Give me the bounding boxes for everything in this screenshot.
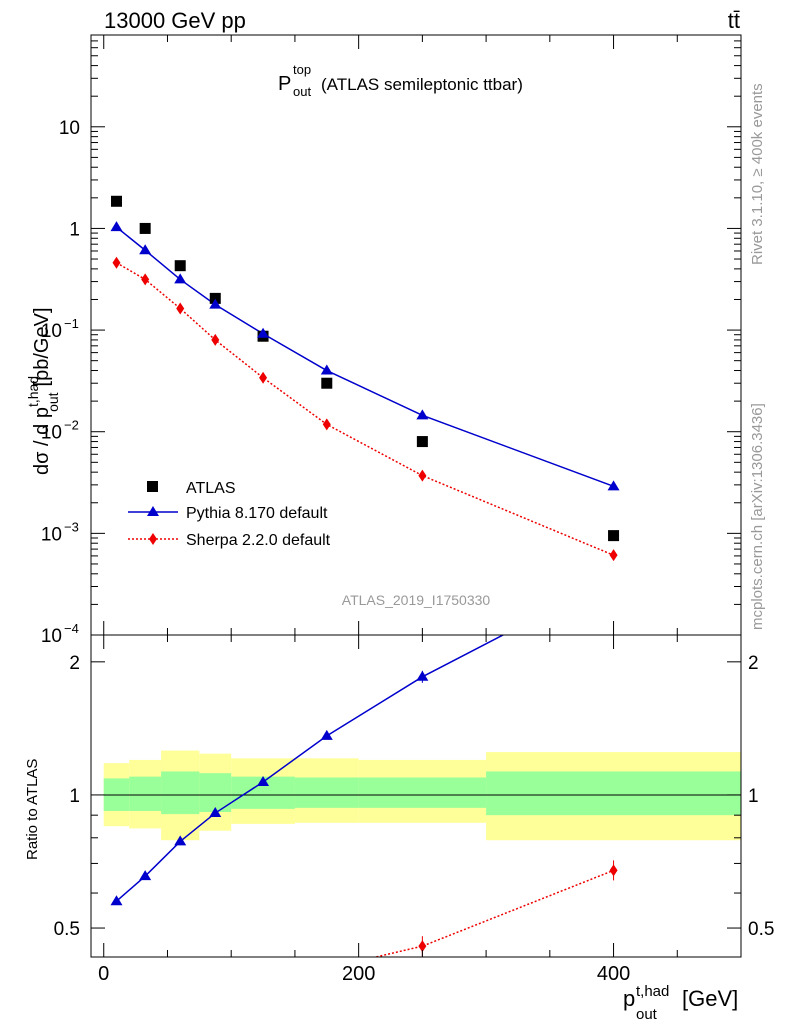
y-tick-label-ratio-right: 2: [748, 653, 759, 674]
pythia-ratio-point: [174, 835, 187, 846]
y-axis-label-main: dσ / d pt,had out [pb/GeV]: [25, 308, 61, 476]
sherpa-point: [211, 333, 220, 346]
pythia-ratio-point: [320, 729, 333, 740]
atlas-point: [321, 377, 333, 389]
legend-entry-atlas: ATLAS: [147, 480, 236, 497]
x-label-sup: t,had: [636, 983, 669, 1000]
sherpa-ratio-point: [418, 940, 427, 953]
sherpa-point: [322, 418, 331, 431]
x-label-p: p: [623, 986, 635, 1011]
y-tick-label-ratio-right: 0.5: [748, 919, 774, 940]
pythia-ratio-point: [209, 807, 222, 818]
pythia-point: [320, 364, 333, 375]
title-p: P: [278, 73, 291, 95]
y-tick-label-exp: −2: [64, 418, 79, 433]
x-tick-label: 400: [597, 963, 630, 985]
y-tick-label-main: 10: [41, 626, 62, 647]
title-rest: (ATLAS semileptonic ttbar): [321, 75, 523, 94]
y-label-suffix: [pb/GeV]: [31, 308, 53, 387]
legend: ATLAS Pythia 8.170 default Sherpa 2.2.0 …: [128, 480, 331, 549]
x-tick-label: 200: [342, 963, 375, 985]
y-tick-label-exp: −4: [64, 621, 79, 636]
uncertainty-band-inner: [161, 771, 200, 815]
pythia-ratio-point: [257, 775, 270, 786]
legend-entry-pythia: Pythia 8.170 default: [128, 505, 328, 522]
pythia-point: [209, 298, 222, 309]
sherpa-ratio-line: [372, 869, 614, 957]
legend-square-marker: [147, 481, 158, 492]
uncertainty-band-inner: [358, 777, 487, 808]
process-label: tt̄: [728, 8, 740, 33]
sherpa-line: [116, 262, 614, 556]
y-tick-label-ratio: 2: [69, 653, 80, 674]
atlas-point: [416, 436, 428, 448]
pythia-point: [416, 409, 429, 420]
ratio-frame: [90, 634, 742, 958]
uncertainty-band-inner: [294, 777, 359, 808]
uncertainty-band-inner: [129, 776, 162, 811]
sherpa-point: [141, 273, 150, 286]
y-tick-label-exp: −1: [64, 316, 79, 331]
energy-label: 13000 GeV pp: [104, 8, 246, 33]
y-tick-label-main: 1: [69, 219, 80, 240]
pythia-ratio-point: [139, 870, 152, 881]
atlas-point: [608, 530, 620, 542]
ratio-axes: 0 200 400 0.5 0.5 1 1 2 2: [54, 635, 774, 985]
atlas-point: [139, 222, 151, 234]
legend-label-pythia: Pythia 8.170 default: [186, 505, 328, 522]
ratio-panel-content: [103, 635, 741, 957]
x-tick-label: 0: [98, 963, 109, 985]
y-tick-label-ratio-right: 1: [748, 786, 759, 807]
uncertainty-band-inner: [486, 771, 741, 816]
pythia-point: [257, 327, 270, 338]
y-tick-label-ratio: 1: [69, 786, 80, 807]
x-label-sub: out: [636, 1006, 658, 1023]
site-label: mcplots.cern.ch [arXiv:1306.3436]: [749, 403, 766, 630]
legend-entry-sherpa: Sherpa 2.2.0 default: [128, 532, 331, 549]
pythia-ratio-point: [110, 895, 123, 906]
analysis-id: ATLAS_2019_I1750330: [342, 592, 491, 608]
legend-label-atlas: ATLAS: [186, 480, 236, 497]
title-sub: out: [293, 84, 311, 99]
y-axis-label-ratio: Ratio to ATLAS: [24, 759, 41, 860]
pythia-ratio-line: [115, 635, 505, 902]
atlas-point: [174, 260, 186, 272]
y-tick-label-ratio: 0.5: [54, 919, 80, 940]
plot-title: P top out (ATLAS semileptonic ttbar): [278, 62, 523, 99]
sherpa-point: [609, 549, 618, 562]
y-tick-label-exp: −3: [64, 519, 79, 534]
sherpa-point: [176, 302, 185, 315]
pythia-point: [110, 221, 123, 232]
x-label-unit: [GeV]: [682, 986, 738, 1011]
ratio-panel: 0 200 400 0.5 0.5 1 1 2 2 Ratio to ATLAS: [24, 634, 774, 985]
atlas-point: [110, 195, 122, 207]
legend-triangle-marker: [147, 506, 159, 516]
sherpa-point: [112, 256, 121, 269]
pythia-point: [139, 244, 152, 255]
sherpa-ratio-point: [609, 864, 618, 877]
y-tick-label-main: 10: [41, 524, 62, 545]
title-sup: top: [293, 62, 311, 77]
rivet-label: Rivet 3.1.10, ≥ 400k events: [749, 83, 766, 265]
sherpa-point: [259, 371, 268, 384]
y-label-prefix: dσ / d p: [31, 407, 53, 475]
atlas-point: [209, 292, 221, 304]
pythia-point: [607, 480, 620, 491]
y-tick-label-main: 10: [59, 118, 80, 139]
legend-label-sherpa: Sherpa 2.2.0 default: [186, 532, 331, 549]
sherpa-point: [418, 469, 427, 482]
y-label-sub: out: [45, 392, 61, 412]
pythia-point: [174, 273, 187, 284]
legend-diamond-marker: [149, 533, 157, 545]
y-tick-label-main: 10: [41, 423, 62, 444]
main-panel-content: [110, 195, 620, 562]
y-tick-label-main: 10: [41, 321, 62, 342]
pythia-line: [116, 226, 614, 488]
y-label-sup: t,had: [25, 376, 41, 407]
x-axis-label: p t,had out [GeV]: [623, 983, 738, 1023]
